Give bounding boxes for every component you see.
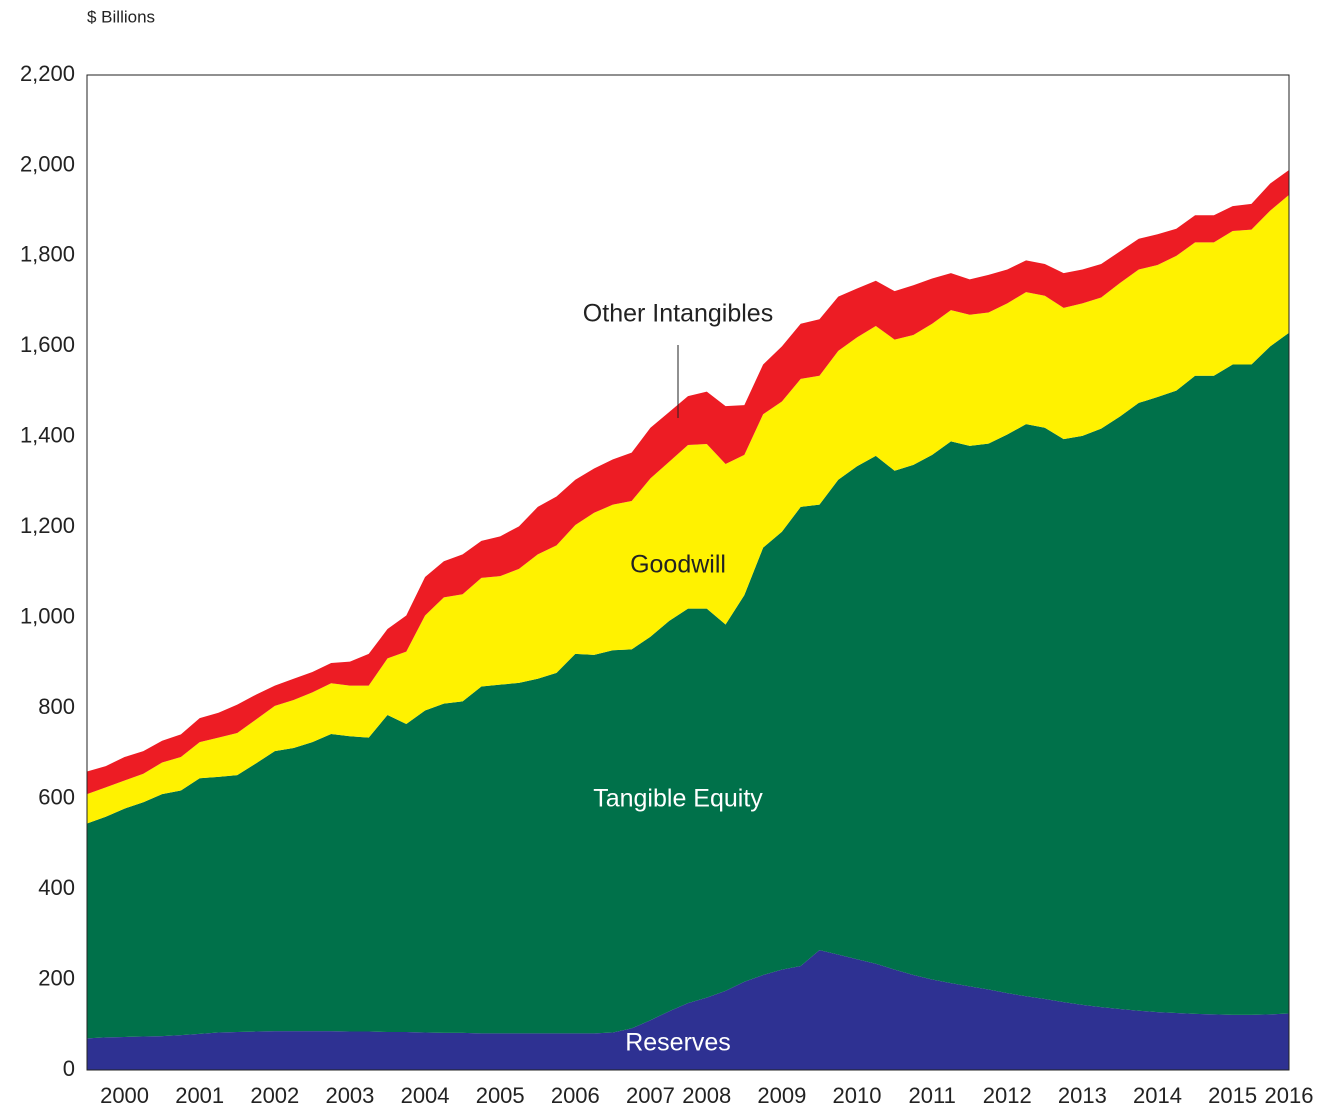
- y-tick-label: 2,000: [20, 151, 75, 176]
- y-tick-label: 1,800: [20, 242, 75, 267]
- x-tick-label: 2009: [757, 1083, 806, 1108]
- x-tick-label: 2004: [401, 1083, 450, 1108]
- x-tick-label: 2000: [100, 1083, 149, 1108]
- plot: [87, 169, 1289, 1070]
- x-tick-label: 2005: [476, 1083, 525, 1108]
- area: [87, 169, 1289, 795]
- x-tick-label: 2016: [1265, 1083, 1314, 1108]
- series-label: Other Intangibles: [583, 300, 773, 328]
- x-tick-label: 2006: [551, 1083, 600, 1108]
- x-tick-label: 2013: [1058, 1083, 1107, 1108]
- plot-frame: [86, 74, 1290, 1071]
- x-tick-label: 2010: [833, 1083, 882, 1108]
- series-label: Goodwill: [630, 551, 726, 579]
- y-tick-label: 200: [38, 965, 75, 990]
- x-tick-label: 2011: [909, 1083, 956, 1108]
- x-tick-label: 2014: [1133, 1083, 1182, 1108]
- x-tick-label: 2015: [1208, 1083, 1257, 1108]
- area: [87, 950, 1289, 1070]
- x-tick-label: 2003: [325, 1083, 374, 1108]
- series-label: Tangible Equity: [593, 785, 763, 813]
- y-tick-label: 1,600: [20, 332, 75, 357]
- area: [87, 332, 1289, 1039]
- y-tick-label: 1,000: [20, 604, 75, 629]
- y-tick-label: 800: [38, 694, 75, 719]
- area: [87, 194, 1289, 824]
- y-tick-label: 0: [63, 1056, 75, 1081]
- y-tick-label: 2,200: [20, 61, 75, 86]
- y-tick-label: 400: [38, 875, 75, 900]
- x-tick-label: 2012: [983, 1083, 1032, 1108]
- x-tick-label: 2008: [682, 1083, 731, 1108]
- x-tick-label: 2007: [626, 1083, 675, 1108]
- y-tick-label: 1,400: [20, 423, 75, 448]
- y-tick-label: 600: [38, 784, 75, 809]
- series-label: Reserves: [625, 1029, 731, 1057]
- x-tick-label: 2001: [175, 1083, 224, 1108]
- y-tick-label: 1,200: [20, 513, 75, 538]
- y-axis-label: $ Billions: [87, 7, 155, 26]
- x-tick-label: 2002: [250, 1083, 299, 1108]
